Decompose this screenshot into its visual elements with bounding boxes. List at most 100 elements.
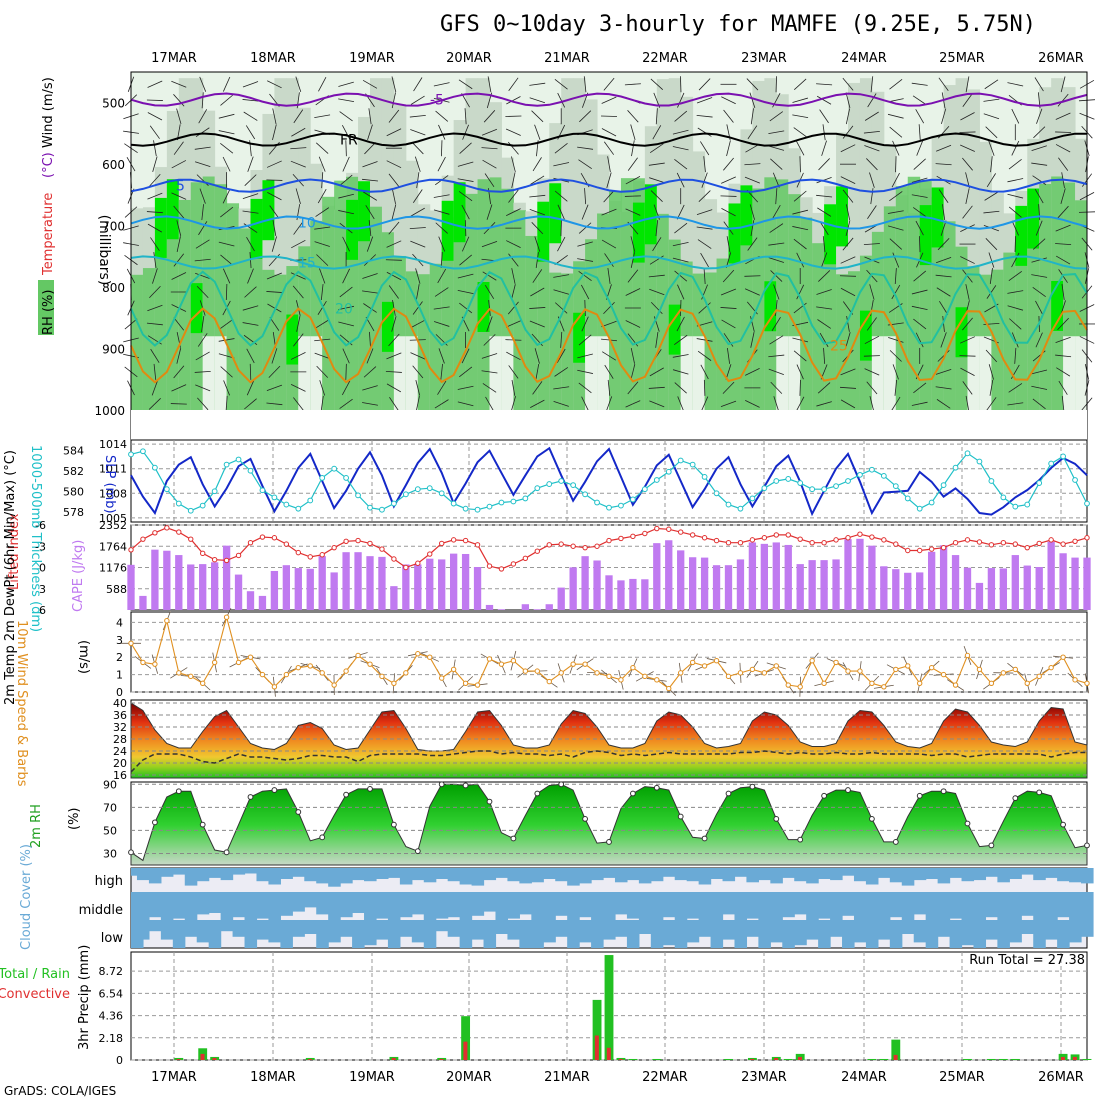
wind-barb [649, 400, 665, 408]
cape-bar [712, 565, 721, 610]
cloud-cell [674, 892, 688, 920]
wind-barb [438, 348, 445, 364]
cloud-cell [352, 892, 365, 913]
wind-barb [317, 300, 327, 315]
convective-bar [308, 1058, 313, 1060]
cloud-cell [256, 892, 270, 919]
wind-barb [290, 272, 306, 280]
cloud-cell [459, 920, 473, 948]
wind-barb [985, 126, 998, 139]
rain-bar [867, 1058, 877, 1060]
rh-point [271, 787, 278, 793]
wind-barb [198, 221, 208, 236]
wind-barb [983, 98, 1000, 102]
wind-barb [889, 238, 903, 250]
cape-bar [844, 539, 852, 610]
wind-barb [389, 396, 399, 411]
cloud-cell [746, 920, 759, 937]
wind-speed-point [1048, 664, 1054, 671]
wind-barb [625, 176, 641, 185]
wind-barb [819, 221, 829, 236]
date-label-top: 26MAR [1038, 51, 1084, 66]
wind-barb [173, 317, 185, 331]
rh-cell [728, 203, 741, 264]
lifted-index-point [379, 546, 385, 552]
wind-tick: 3 [116, 634, 123, 647]
wind-barb [919, 236, 921, 253]
cloud-cell [1033, 868, 1046, 881]
wind-barb [458, 79, 473, 90]
lifted-index-point [785, 532, 791, 538]
wind-barb [674, 222, 688, 234]
cloud-cell [555, 920, 568, 937]
cloud-cell [734, 892, 748, 920]
thickness-point [379, 506, 385, 513]
cape-bar [868, 545, 876, 610]
wind-barb [723, 333, 734, 347]
cape-bar [688, 557, 697, 610]
wind-barb [534, 236, 541, 252]
cloud-cell [842, 892, 855, 916]
cloud-cell [686, 920, 700, 943]
thickness-point [187, 507, 194, 514]
wind-barb [700, 364, 709, 380]
convective-bar [750, 1058, 755, 1060]
lifted-index-point [809, 540, 815, 546]
thickness-point [916, 505, 923, 512]
lifted-index-point [713, 537, 720, 544]
cloud-cell [280, 892, 293, 916]
cape-bar [581, 556, 589, 610]
cloud-cell [662, 868, 676, 877]
wind-barb [648, 162, 665, 166]
thickness-point [140, 448, 146, 455]
cape-bar [641, 579, 649, 610]
wind-barb [894, 268, 897, 285]
wind-barb [935, 256, 952, 264]
wind-barb [272, 220, 277, 237]
wind-speed-point [546, 678, 552, 685]
rh-cell [190, 283, 204, 334]
wind-barb [223, 380, 230, 396]
rh-point [486, 798, 493, 805]
thickness-point [785, 476, 792, 482]
cloud-cell [591, 920, 604, 948]
rh-point [319, 834, 326, 841]
wind-speed-point [1072, 677, 1078, 683]
lifted-index-point [678, 529, 684, 535]
cloud-cell [340, 920, 353, 937]
wind-barb [775, 299, 778, 316]
wind-barb [631, 140, 635, 157]
wind-barb [246, 380, 255, 396]
wind-barb [604, 364, 614, 379]
rain-bar [724, 1058, 733, 1060]
rh-point [1012, 795, 1019, 802]
wind-barb [1061, 284, 1065, 300]
wind-speed-point [319, 670, 325, 676]
wind-barb [1007, 305, 1024, 311]
cloud-cell [160, 892, 174, 920]
rh-point [438, 781, 445, 788]
wind-barb [864, 368, 880, 376]
lifted-index-point [343, 538, 349, 544]
wind-speed-point [976, 666, 983, 673]
thickness-point [713, 490, 720, 497]
wind-speed-point [642, 673, 648, 680]
wind-barb [1008, 158, 1022, 170]
wind-barb [391, 92, 396, 109]
wind-barb [935, 274, 952, 278]
cloud-cell [483, 920, 497, 948]
lifted-index-point [917, 547, 923, 554]
wind-barb [486, 204, 493, 220]
rh-cell [692, 336, 706, 410]
wind-speed-point [379, 673, 385, 680]
wind-barb [554, 190, 568, 202]
wind-barb [268, 365, 281, 378]
wind-barb [412, 365, 424, 379]
thickness-point [163, 486, 170, 493]
cloud-cell [901, 892, 915, 920]
rh-point [1084, 842, 1090, 849]
cloud-cell [364, 892, 377, 920]
rh-cell [310, 336, 323, 410]
wind-barb [385, 259, 402, 261]
wind-speed-point [785, 682, 791, 688]
